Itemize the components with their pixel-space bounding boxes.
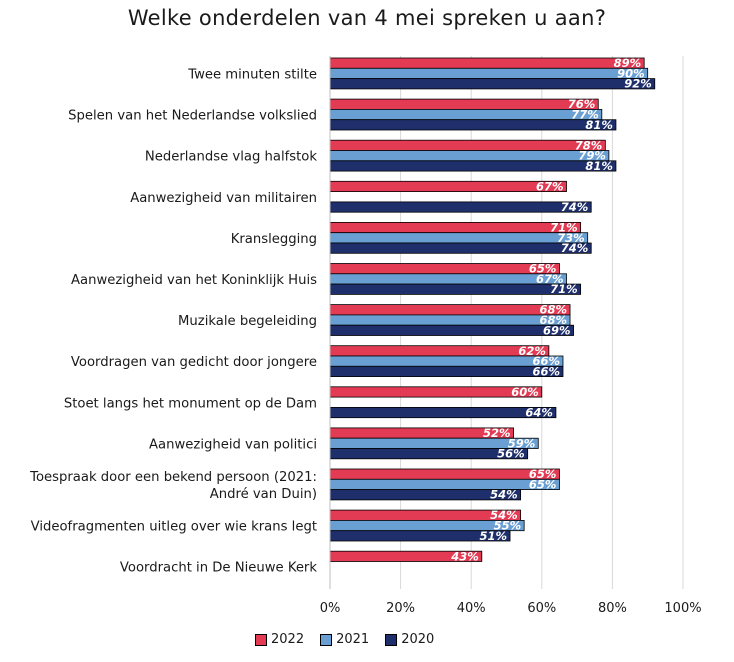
data-label-2021: 79% xyxy=(578,149,606,163)
bar-2022 xyxy=(329,304,571,316)
legend-label-2021: 2021 xyxy=(336,632,370,647)
data-label-2020: 74% xyxy=(561,200,589,214)
data-label-2021: 67% xyxy=(536,272,564,286)
bar-2022 xyxy=(329,263,560,275)
data-label-2020: 71% xyxy=(550,282,578,296)
data-label-2020: 54% xyxy=(490,488,518,502)
chart-title: Welke onderdelen van 4 mei spreken u aan… xyxy=(127,6,607,30)
legend-swatch-2020 xyxy=(385,633,398,646)
legend-item-2021: 2021 xyxy=(320,632,369,647)
data-label-2021: 77% xyxy=(571,108,599,122)
category-label: Nederlandse vlag halfstok xyxy=(145,150,318,165)
bar-2022 xyxy=(329,98,599,110)
category-label: Aanwezigheid van militairen xyxy=(130,191,317,206)
x-tick-label: 60% xyxy=(527,601,556,616)
data-label-2020: 74% xyxy=(561,241,589,255)
bar-2020 xyxy=(329,324,574,336)
legend-item-2022: 2022 xyxy=(255,632,304,647)
data-label-2021: 65% xyxy=(529,477,557,491)
legend: 2022 2021 2020 xyxy=(255,632,434,647)
x-tick-label: 20% xyxy=(386,601,415,616)
bar-2022 xyxy=(329,221,582,234)
legend-label-2020: 2020 xyxy=(401,632,435,647)
category-label: Muzikale begeleiding xyxy=(178,314,317,329)
data-label-2022: 78% xyxy=(575,138,603,152)
bar-2021 xyxy=(329,150,610,162)
data-label-2020: 66% xyxy=(532,364,560,378)
data-label-2020: 51% xyxy=(479,529,507,543)
data-label-2020: 69% xyxy=(543,323,571,337)
data-label-2021: 73% xyxy=(557,231,585,245)
data-label-2022: 52% xyxy=(483,426,511,440)
bar-2022 xyxy=(329,468,560,480)
data-label-2022: 76% xyxy=(568,97,596,111)
bar-2022 xyxy=(329,139,606,151)
data-label-2022: 60% xyxy=(511,385,539,399)
data-label-2020: 81% xyxy=(585,118,613,132)
category-label: Voordracht in De Nieuwe Kerk xyxy=(120,561,317,576)
bar-2021 xyxy=(329,232,589,244)
category-label: Spelen van het Nederlandse volkslied xyxy=(68,109,317,124)
data-label-2022: 67% xyxy=(536,179,564,193)
x-tick-label: 100% xyxy=(664,601,701,616)
data-label-2021: 90% xyxy=(617,66,645,80)
data-label-2020: 92% xyxy=(624,77,652,91)
data-label-2020: 64% xyxy=(525,406,553,420)
bar-2022 xyxy=(329,345,550,357)
legend-item-2020: 2020 xyxy=(385,632,434,647)
category-label: Stoet langs het monument op de Dam xyxy=(64,396,317,411)
bar-2022 xyxy=(329,386,543,398)
data-label-2022: 71% xyxy=(550,221,578,235)
legend-swatch-2021 xyxy=(320,633,333,646)
category-label: Voordragen van gedicht door jongere xyxy=(71,355,317,370)
data-label-2022: 65% xyxy=(529,262,557,276)
category-label: Kranslegging xyxy=(231,232,317,247)
data-label-2022: 89% xyxy=(614,56,642,70)
data-label-2022: 65% xyxy=(529,467,557,481)
category-label: Videofragmenten uitleg over wie krans le… xyxy=(31,520,317,535)
data-label-2022: 68% xyxy=(540,303,568,317)
bar-2020 xyxy=(329,119,617,131)
data-label-2022: 43% xyxy=(450,549,479,563)
bar-2022 xyxy=(329,57,645,69)
bar-2021 xyxy=(329,67,649,80)
x-tick-label: 40% xyxy=(457,601,486,616)
category-label: Aanwezigheid van het Koninklijk Huis xyxy=(71,273,317,288)
bar-2020 xyxy=(329,160,617,172)
legend-swatch-2022 xyxy=(255,633,267,646)
category-label: André van Duin) xyxy=(210,486,317,502)
bar-2020 xyxy=(329,201,592,213)
bar-2020 xyxy=(329,365,564,377)
bar-2021 xyxy=(329,478,560,490)
bar-2020 xyxy=(329,283,582,295)
bar-2021 xyxy=(329,109,603,121)
x-tick-label: 0% xyxy=(320,601,341,616)
bar-2020 xyxy=(329,242,592,254)
legend-label-2022: 2022 xyxy=(271,632,305,647)
bar-2021 xyxy=(329,273,567,285)
bar-2021 xyxy=(329,355,564,367)
data-label-2022: 54% xyxy=(490,508,518,522)
data-label-2022: 62% xyxy=(518,344,546,358)
bar-2020 xyxy=(329,406,557,419)
category-label: Aanwezigheid van politici xyxy=(149,437,317,452)
data-label-2021: 59% xyxy=(508,436,536,450)
data-label-2020: 81% xyxy=(585,159,613,173)
data-label-2020: 56% xyxy=(497,447,525,461)
x-tick-label: 80% xyxy=(598,601,627,616)
category-label: Twee minuten stilte xyxy=(187,67,317,82)
data-label-2021: 55% xyxy=(494,519,522,533)
bar-2020 xyxy=(329,78,656,90)
bar-2022 xyxy=(329,180,567,193)
data-label-2021: 66% xyxy=(532,354,560,368)
bar-2021 xyxy=(329,314,571,326)
data-label-2021: 68% xyxy=(540,313,568,327)
category-label: Toespraak door een bekend persoon (2021: xyxy=(29,470,317,485)
